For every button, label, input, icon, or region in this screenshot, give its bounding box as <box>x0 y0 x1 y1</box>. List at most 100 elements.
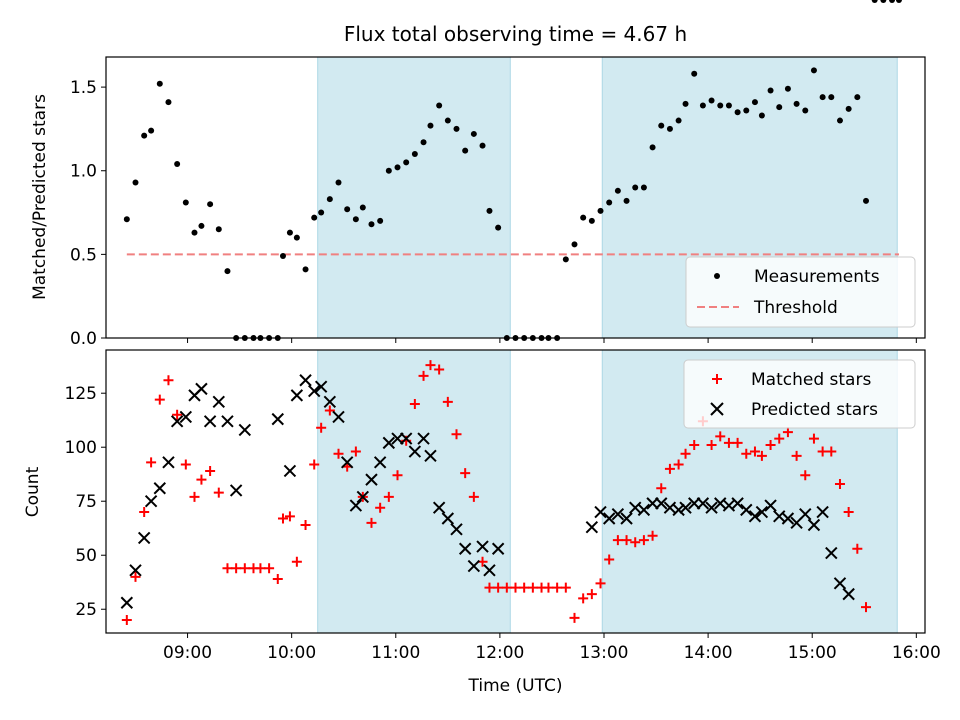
legend-measurements-marker <box>714 273 720 279</box>
measurement-point <box>691 70 698 77</box>
matched-point <box>154 394 165 405</box>
predicted-point <box>755 505 769 519</box>
measurement-point <box>597 207 604 214</box>
measurement-point <box>174 161 181 168</box>
matched-point <box>231 563 242 574</box>
predicted-point <box>731 497 744 510</box>
predicted-point <box>458 542 472 555</box>
measurement-point <box>580 214 587 221</box>
predicted-point <box>212 395 225 409</box>
predicted-point <box>799 507 812 521</box>
measurement-point <box>302 266 309 273</box>
matched-point <box>664 463 675 474</box>
measurement-point <box>344 206 351 213</box>
predicted-point <box>696 497 710 510</box>
matched-point <box>715 431 726 442</box>
measurement-point <box>767 87 774 94</box>
top-measurement-points <box>123 0 902 341</box>
matched-point <box>552 582 563 593</box>
measurement-point <box>148 127 155 134</box>
predicted-point <box>807 518 821 532</box>
matched-point <box>578 593 589 604</box>
predicted-point <box>467 559 481 573</box>
measurement-point <box>758 112 765 119</box>
matched-point <box>527 582 538 593</box>
measurement-point <box>640 184 647 191</box>
bottom-y-tick-label: 25 <box>75 600 97 620</box>
matched-point <box>272 573 283 584</box>
measurement-point <box>571 241 578 248</box>
measurement-point <box>725 102 732 109</box>
measurement-point <box>420 139 427 146</box>
measurement-point <box>743 107 750 114</box>
predicted-point <box>585 520 599 534</box>
matched-point <box>196 474 207 485</box>
predicted-point <box>441 512 455 525</box>
matched-point <box>222 563 233 574</box>
matched-point <box>749 446 760 457</box>
measurement-point <box>326 196 333 203</box>
matched-point <box>741 448 752 459</box>
measurement-point <box>123 216 130 223</box>
predicted-point <box>221 415 234 428</box>
matched-point <box>519 582 530 593</box>
matched-point <box>723 437 734 448</box>
measurement-point <box>495 224 502 231</box>
predicted-point <box>153 482 166 495</box>
measurement-point <box>132 179 139 186</box>
predicted-point <box>144 495 158 508</box>
predicted-point <box>491 542 505 555</box>
matched-point <box>493 582 504 593</box>
matched-point <box>172 409 183 420</box>
predicted-point <box>323 395 337 409</box>
measurement-point <box>141 132 148 139</box>
top-legend: Measurements Threshold <box>685 256 916 328</box>
predicted-point <box>833 577 847 590</box>
measurement-point <box>751 99 758 106</box>
matched-point <box>510 582 521 593</box>
predicted-point <box>740 503 753 517</box>
matched-point <box>309 459 320 470</box>
predicted-point <box>203 415 217 428</box>
measurement-point <box>708 97 715 104</box>
matched-point <box>284 511 295 522</box>
matched-point <box>782 427 793 438</box>
bottom-shaded-region-0 <box>317 349 511 634</box>
matched-point <box>392 470 403 481</box>
legend-measurements-label: Measurements <box>754 267 880 287</box>
matched-point <box>826 446 837 457</box>
measurement-point <box>207 201 214 208</box>
predicted-point <box>620 512 633 525</box>
measurement-point <box>836 117 843 124</box>
predicted-point <box>290 389 304 402</box>
predicted-point <box>705 501 718 514</box>
matched-point <box>333 448 344 459</box>
bottom-y-tick-label: 125 <box>65 384 97 404</box>
measurement-point <box>871 0 878 3</box>
predicted-point <box>170 415 184 428</box>
predicted-point <box>283 464 297 478</box>
matched-point <box>791 450 802 461</box>
bottom-y-tick-label: 75 <box>75 492 97 512</box>
predicted-point <box>299 374 312 387</box>
matched-point <box>800 470 811 481</box>
bottom-y-ticks: 25 50 75 100 125 <box>65 384 106 620</box>
predicted-point <box>238 423 252 437</box>
measurement-point <box>215 226 222 233</box>
bottom-y-axis-label: Count <box>23 466 43 517</box>
matched-point <box>765 440 776 451</box>
predicted-point <box>332 410 345 424</box>
measurement-point <box>444 117 451 124</box>
matched-point <box>656 483 667 494</box>
matched-point <box>189 491 200 502</box>
predicted-point <box>365 473 378 486</box>
predicted-point <box>764 499 777 512</box>
measurement-point <box>191 229 198 236</box>
measurement-point <box>286 229 293 236</box>
bottom-shaded-regions <box>317 349 898 634</box>
matched-point <box>291 556 302 567</box>
measurement-point <box>623 197 630 204</box>
measurement-point <box>427 122 434 129</box>
predicted-point <box>450 523 463 536</box>
matched-point <box>383 491 394 502</box>
